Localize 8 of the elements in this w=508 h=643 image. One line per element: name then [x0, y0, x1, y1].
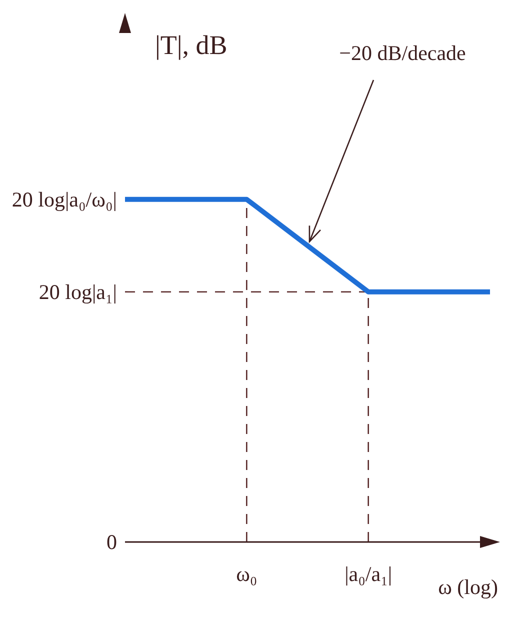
x-tick-label: |a₀/a₁|	[344, 562, 392, 586]
text: −20 dB/decade	[339, 41, 466, 65]
text: 0	[106, 530, 117, 554]
x-tick-label: ω₀	[236, 562, 258, 586]
ref-line-label: 20 log|a₁|	[38, 280, 117, 304]
x-axis-title: ω (log)	[438, 575, 498, 599]
text: |T|, dB	[155, 30, 228, 60]
text: 20 log|a₀/ω₀|	[12, 187, 117, 212]
